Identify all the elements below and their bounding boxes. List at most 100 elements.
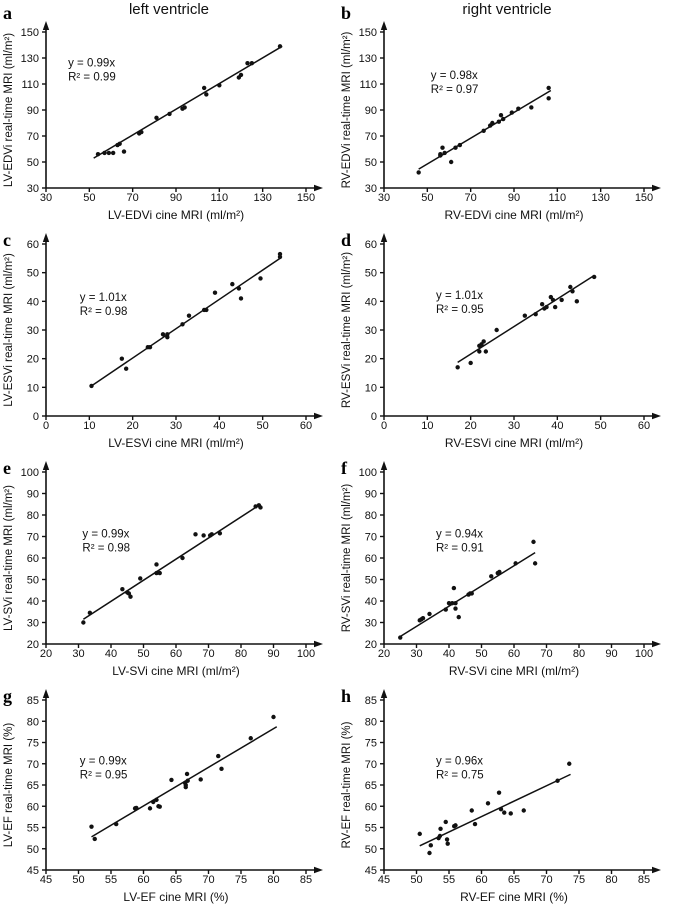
panel-a: a 30 50 70 90 110 130 150 30 50 70 90 110 130 150 y = … (0, 3, 338, 230)
r-squared-label: R² = 0.95 (436, 304, 484, 316)
data-point (147, 345, 153, 350)
data-point (398, 635, 403, 640)
x-tick-label: 65 (508, 874, 520, 886)
y-tick-label: 30 (27, 618, 39, 630)
data-point (184, 771, 190, 777)
x-tick-label: 30 (40, 192, 52, 204)
y-tick-label: 20 (365, 354, 377, 366)
x-tick-label: 50 (421, 192, 433, 204)
data-point (157, 804, 162, 809)
y-tick-label: 70 (27, 759, 39, 771)
data-point (539, 302, 545, 307)
y-tick-label: 80 (27, 716, 39, 728)
r-squared-label: R² = 0.99 (68, 71, 116, 83)
data-point (209, 532, 214, 537)
data-point (277, 251, 283, 257)
y-tick-label: 70 (365, 759, 377, 771)
y-axis-title: RV-SVi real-time MRI (ml/m²) (341, 484, 353, 633)
data-point (427, 611, 432, 617)
data-point (428, 843, 433, 848)
data-point (574, 299, 580, 304)
y-tick-label: 55 (365, 823, 377, 835)
data-point (438, 152, 443, 157)
y-tick-label: 50 (365, 844, 377, 856)
data-point (204, 92, 209, 97)
equation-label: y = 1.01x (436, 290, 483, 302)
data-point (169, 777, 174, 783)
x-axis-title: RV-ESVi cine MRI (ml/m²) (445, 436, 583, 450)
data-point (216, 753, 221, 759)
y-tick-label: 20 (365, 639, 377, 651)
data-point (446, 600, 452, 606)
data-point (81, 620, 86, 625)
equation-label: y = 1.01x (80, 292, 127, 304)
data-point (496, 119, 502, 124)
x-axis-arrow-icon (314, 640, 323, 648)
data-point (453, 606, 458, 611)
data-point (498, 807, 504, 812)
r-squared-label: R² = 0.98 (80, 306, 128, 318)
x-tick-label: 60 (137, 874, 149, 886)
x-tick-label: 20 (127, 420, 139, 432)
equation-label: y = 0.94x (436, 528, 483, 540)
y-tick-label: 30 (27, 183, 39, 195)
y-axis-arrow-icon (42, 689, 50, 698)
data-point (497, 569, 502, 575)
data-point (420, 616, 426, 621)
data-point (453, 600, 458, 606)
x-tick-label: 50 (475, 648, 487, 660)
r-squared-label: R² = 0.75 (436, 770, 484, 782)
panel-d: d 0 10 20 30 40 50 60 0 10 20 30 40 50 60 y = 1.01x R² … (338, 230, 676, 458)
data-point (89, 383, 94, 389)
data-point (522, 313, 528, 318)
panel-b: b 30 50 70 90 110 130 150 30 50 70 90 110 130 150 y = … (338, 3, 676, 230)
y-tick-label: 50 (27, 844, 39, 856)
data-point (121, 149, 127, 154)
data-point (544, 304, 549, 310)
data-point (117, 141, 122, 146)
data-point (89, 824, 94, 829)
data-point (417, 831, 422, 837)
data-point (106, 150, 112, 156)
y-axis-title: LV-EF real-time MRI (%) (3, 723, 15, 848)
equation-label: y = 0.99x (68, 57, 115, 69)
x-axis-arrow-icon (652, 412, 661, 420)
y-tick-label: 50 (365, 575, 377, 587)
y-tick-label: 150 (21, 27, 39, 39)
data-point (110, 150, 116, 156)
data-point (440, 145, 445, 150)
data-point (182, 105, 187, 110)
data-point (248, 736, 253, 741)
fit-line (91, 257, 281, 387)
data-point (114, 821, 119, 827)
x-tick-label: 90 (508, 192, 520, 204)
data-point (444, 837, 450, 842)
y-tick-label: 70 (27, 532, 39, 544)
y-axis-title: LV-SVi real-time MRI (ml/m²) (3, 485, 15, 631)
data-point (445, 841, 450, 846)
x-tick-label: 0 (43, 420, 49, 432)
data-point (591, 274, 597, 280)
x-tick-label: 30 (410, 648, 422, 660)
x-tick-label: 55 (105, 874, 117, 886)
panel-g: g 45 50 55 60 65 70 75 80 85 45 50 55 60 65 70 75 80 85 y … (0, 686, 338, 913)
y-tick-label: 45 (365, 865, 377, 877)
data-point (483, 349, 489, 354)
scatter-plot-lv-esvi: 0 10 20 30 40 50 60 0 10 20 30 40 50 60 y = 1.01x R² = … (3, 233, 323, 450)
data-point (183, 784, 188, 790)
y-tick-label: 10 (365, 382, 377, 394)
data-point (217, 531, 223, 536)
x-tick-label: 100 (297, 648, 315, 660)
data-point (529, 105, 534, 110)
data-point (552, 304, 558, 310)
y-tick-label: 60 (365, 239, 377, 251)
x-tick-label: 60 (508, 648, 520, 660)
data-point (212, 290, 218, 295)
x-tick-label: 100 (635, 648, 653, 660)
x-axis-arrow-icon (652, 640, 661, 648)
data-point (448, 159, 454, 165)
y-tick-label: 110 (359, 79, 377, 91)
y-axis-title: LV-ESVi real-time MRI (ml/m²) (3, 253, 15, 407)
data-point (513, 561, 518, 566)
data-point (516, 106, 521, 111)
